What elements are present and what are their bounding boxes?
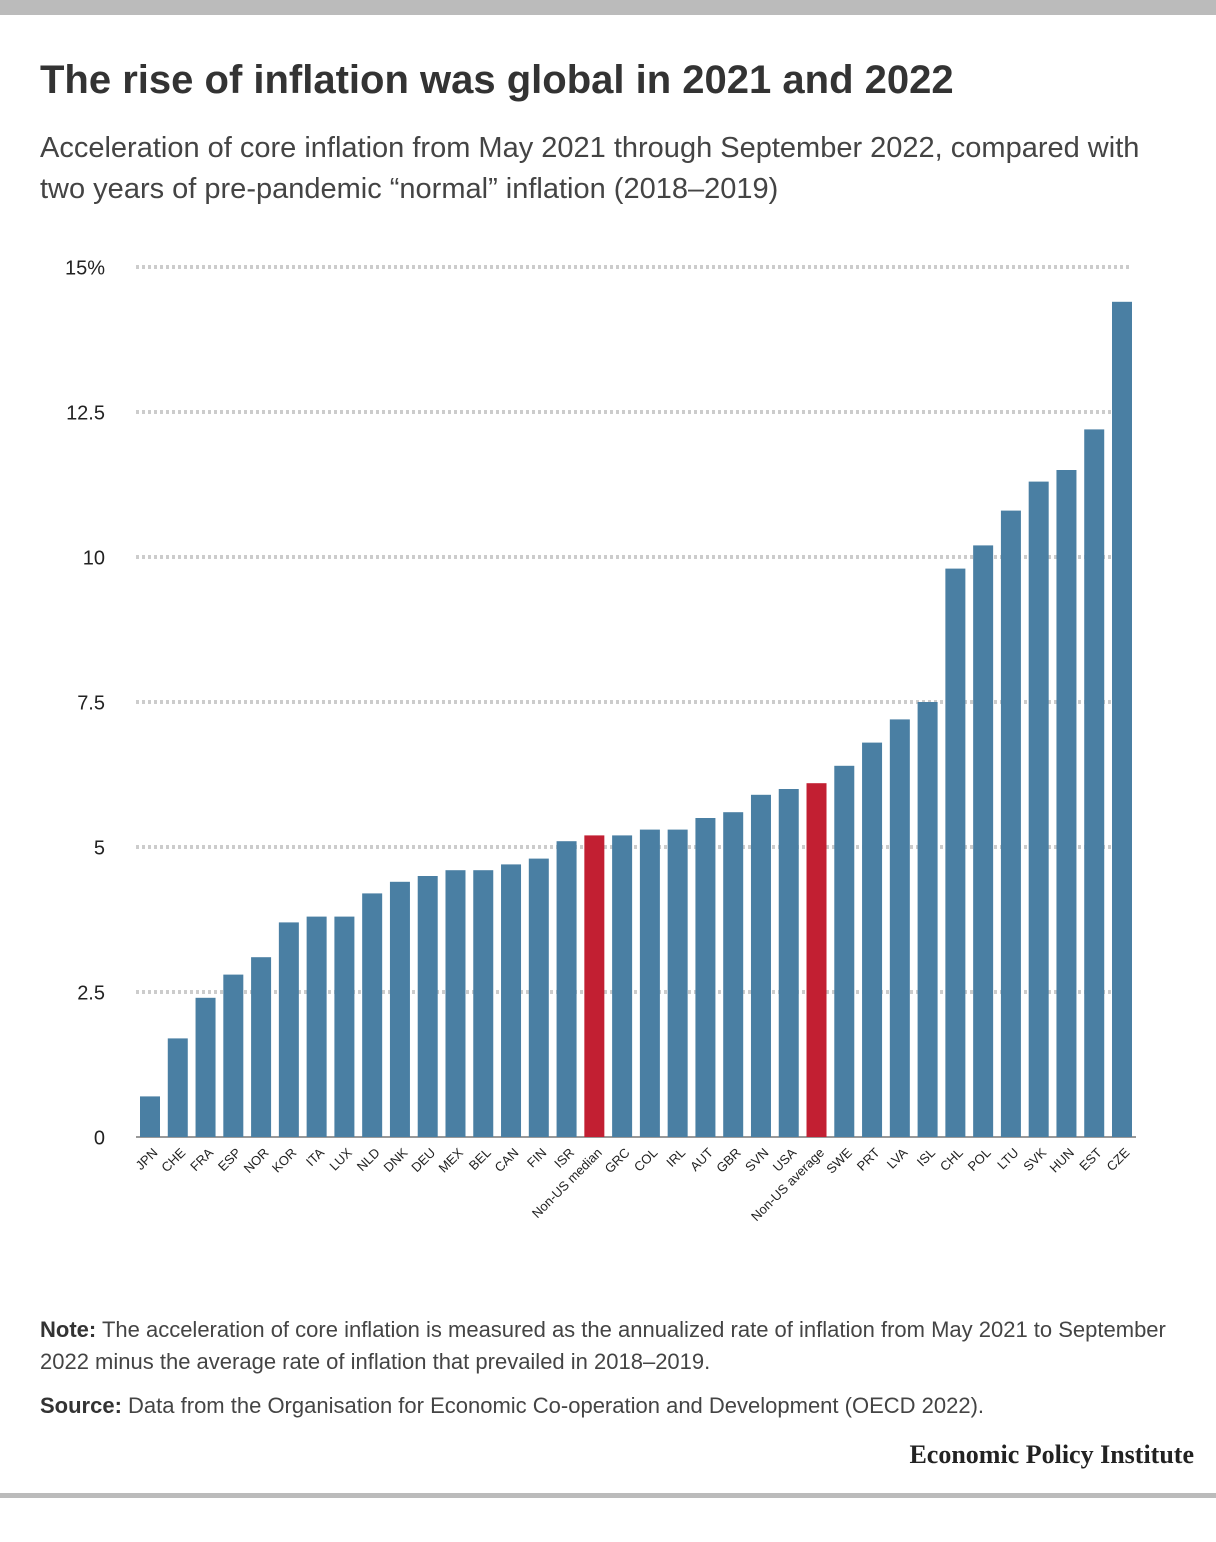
bottom-bar xyxy=(0,1493,1216,1498)
x-tick-label: IRL xyxy=(663,1145,688,1170)
note-label: Note: xyxy=(40,1317,97,1342)
source: Source: Data from the Organisation for E… xyxy=(40,1390,1180,1422)
y-tick-label: 12.5 xyxy=(66,402,105,424)
bar xyxy=(251,957,272,1137)
x-tick-label: FRA xyxy=(187,1145,216,1174)
bar xyxy=(612,835,633,1137)
bar xyxy=(556,841,577,1137)
bar xyxy=(1000,510,1021,1138)
x-tick-label: GBR xyxy=(713,1145,744,1176)
x-tick-label: DNK xyxy=(380,1145,410,1175)
x-tick-label: DEU xyxy=(408,1145,438,1175)
bar xyxy=(528,858,549,1137)
x-tick-label: NOR xyxy=(241,1145,272,1176)
bar xyxy=(750,794,771,1137)
bar xyxy=(362,893,383,1137)
y-tick-label: 10 xyxy=(83,547,105,569)
bar xyxy=(389,881,410,1137)
bar xyxy=(667,829,688,1137)
bar xyxy=(140,1096,160,1137)
x-tick-label: JPN xyxy=(133,1145,161,1173)
bar xyxy=(501,864,522,1137)
x-tick-label: SVN xyxy=(742,1145,772,1175)
bar xyxy=(584,835,605,1137)
x-tick-label: CHE xyxy=(158,1145,188,1175)
bar xyxy=(278,922,299,1137)
bar xyxy=(167,1038,188,1137)
bar xyxy=(473,870,494,1137)
x-tick-label: LUX xyxy=(326,1145,355,1174)
x-tick-label: LVA xyxy=(884,1145,911,1172)
x-tick-label: POL xyxy=(965,1145,994,1174)
bar xyxy=(1028,481,1049,1138)
x-tick-label: SVK xyxy=(1020,1145,1049,1174)
x-tick-label: ESP xyxy=(215,1145,244,1174)
x-tick-label: PRT xyxy=(854,1145,883,1174)
x-tick-label: COL xyxy=(631,1145,661,1175)
bar xyxy=(1084,429,1105,1137)
x-tick-label: MEX xyxy=(436,1145,467,1176)
y-tick-label: 0 xyxy=(94,1127,105,1149)
source-label: Source: xyxy=(40,1393,122,1418)
y-tick-label: 15% xyxy=(65,257,105,279)
x-tick-label: CHL xyxy=(937,1145,966,1174)
bar xyxy=(945,568,966,1137)
x-tick-label: LTU xyxy=(994,1145,1021,1172)
bar xyxy=(223,974,244,1137)
y-tick-label: 2.5 xyxy=(77,982,105,1004)
bar xyxy=(306,916,327,1137)
x-tick-label: CZE xyxy=(1104,1145,1133,1174)
bar xyxy=(1056,470,1077,1137)
chart-title: The rise of inflation was global in 2021… xyxy=(40,58,954,102)
x-tick-label: ISL xyxy=(914,1145,938,1169)
bar xyxy=(834,765,855,1137)
note: Note: The acceleration of core inflation… xyxy=(40,1314,1180,1378)
bar xyxy=(445,870,466,1137)
brand: Economic Policy Institute xyxy=(909,1440,1194,1469)
y-tick-label: 5 xyxy=(94,837,105,859)
bar xyxy=(862,742,883,1137)
x-tick-label: CAN xyxy=(492,1145,522,1175)
x-tick-label: GRC xyxy=(602,1145,633,1176)
bar xyxy=(917,702,938,1137)
bar xyxy=(1112,301,1132,1137)
chart-subtitle: Acceleration of core inflation from May … xyxy=(40,132,1140,205)
x-tick-label: ITA xyxy=(303,1145,327,1169)
bar xyxy=(973,545,994,1137)
note-text: The acceleration of core inflation is me… xyxy=(40,1317,1166,1374)
y-tick-label: 7.5 xyxy=(77,692,105,714)
bar xyxy=(639,829,660,1137)
source-text: Data from the Organisation for Economic … xyxy=(128,1393,985,1418)
top-bar xyxy=(0,0,1216,15)
bar xyxy=(195,997,216,1137)
bar xyxy=(417,876,438,1137)
x-tick-label: EST xyxy=(1076,1145,1105,1174)
x-tick-label: NLD xyxy=(354,1145,383,1174)
x-tick-label: HUN xyxy=(1046,1145,1077,1176)
bar xyxy=(334,916,355,1137)
x-tick-label: AUT xyxy=(687,1145,716,1174)
x-tick-label: SWE xyxy=(823,1145,855,1177)
bar xyxy=(806,783,827,1137)
bar xyxy=(723,812,744,1137)
bar xyxy=(695,818,716,1137)
bar xyxy=(778,789,799,1137)
x-tick-label: BEL xyxy=(466,1145,494,1173)
x-tick-label: FIN xyxy=(524,1145,549,1170)
x-tick-label: KOR xyxy=(269,1145,300,1176)
bar xyxy=(889,719,910,1137)
